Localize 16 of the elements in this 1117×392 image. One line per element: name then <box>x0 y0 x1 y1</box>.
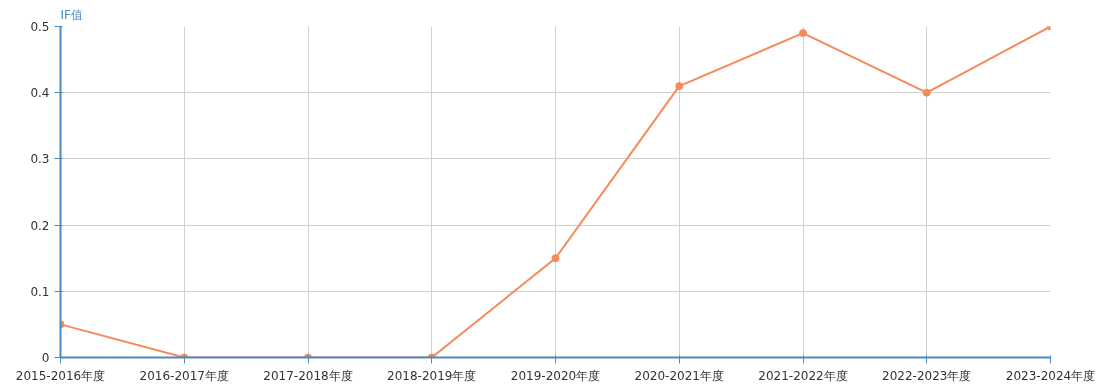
y-tick-label: 0.4 <box>30 86 50 101</box>
x-tick-label: 2019-2020年度 <box>510 368 601 383</box>
x-tick-label: 2018-2019年度 <box>387 368 477 383</box>
x-tick-label: 2016-2017年度 <box>139 368 229 383</box>
x-tick-label: 2020-2021年度 <box>634 368 724 383</box>
y-tick-label: 0.2 <box>30 218 50 233</box>
y-tick-label: 0.3 <box>30 152 50 167</box>
x-tick-label: 2022-2023年度 <box>882 368 972 383</box>
y-tick-label: 0 <box>41 351 50 365</box>
x-tick-label: 2017-2018年度 <box>263 368 353 383</box>
x-tick-label: 2015-2016年度 <box>15 368 106 383</box>
x-tick-label: 2023-2024年度 <box>1005 368 1096 383</box>
y-axis-title: IF值 <box>60 7 83 22</box>
x-tick-label: 2021-2022年度 <box>758 368 848 383</box>
y-tick-label: 0.5 <box>30 20 50 34</box>
y-tick-label: 0.1 <box>30 284 50 299</box>
